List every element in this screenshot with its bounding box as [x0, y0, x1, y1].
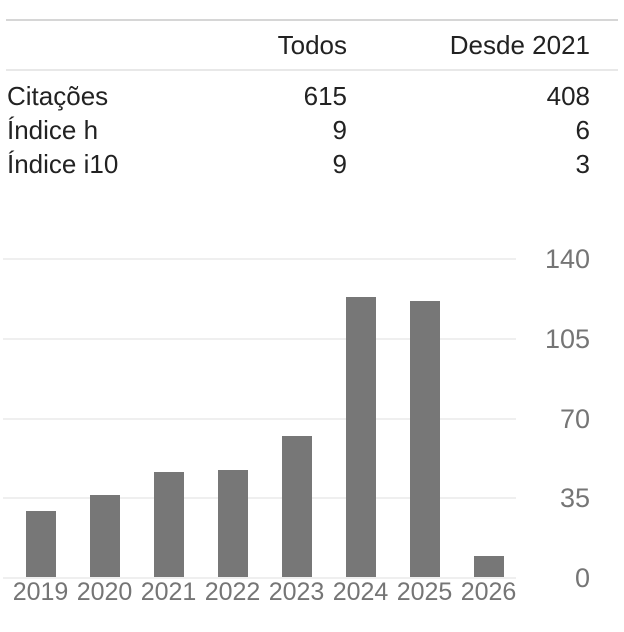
citation-bar-2020[interactable] [89, 495, 120, 577]
stat-value-h-index-all: 9 [332, 115, 347, 145]
stat-label-citations: Citações [7, 81, 109, 111]
table-row-h-index: Índice h 9 6 [6, 113, 618, 147]
citation-bar-2023[interactable] [281, 436, 312, 577]
table-row-citations: Citações 615 408 [6, 79, 618, 113]
table-row-i10-index: Índice i10 9 3 [6, 147, 618, 181]
gridline-70 [3, 417, 516, 420]
gridline-105 [3, 337, 516, 340]
x-tick-label-2026: 2026 [460, 578, 517, 606]
x-tick-label-2024: 2024 [332, 578, 389, 606]
y-tick-label-35: 35 [559, 483, 590, 514]
stat-label-h-index: Índice h [7, 115, 99, 145]
y-tick-label-140: 140 [544, 244, 590, 274]
gridline-0 [3, 577, 516, 579]
x-tick-label-2025: 2025 [396, 578, 453, 606]
stats-table-header-row: Todos Desde 2021 [6, 21, 618, 71]
citation-bar-2019[interactable] [25, 511, 56, 577]
stats-table-body: Citações 615 408 Índice h 9 6 Índice i10… [6, 71, 618, 181]
citation-stats-table: Todos Desde 2021 Citações 615 408 Índice… [6, 19, 618, 181]
x-tick-label-2023: 2023 [268, 578, 325, 606]
stats-header-since-2021: Desde 2021 [449, 30, 590, 60]
citation-bar-2022[interactable] [217, 470, 248, 577]
x-tick-label-2021: 2021 [140, 578, 197, 606]
y-tick-label-70: 70 [559, 403, 590, 434]
gridline-35 [3, 497, 516, 500]
citation-bar-2025[interactable] [409, 301, 440, 577]
x-tick-label-2020: 2020 [76, 578, 133, 606]
stat-value-citations-since: 408 [546, 81, 590, 111]
stat-value-h-index-since: 6 [575, 115, 590, 145]
stat-value-i10-index-all: 9 [332, 149, 347, 179]
y-tick-label-0: 0 [574, 563, 590, 593]
citation-bar-2021[interactable] [153, 472, 184, 577]
stats-header-all: Todos [277, 30, 347, 60]
citations-chart-plot [3, 258, 516, 579]
stat-value-citations-all: 615 [303, 81, 347, 111]
citation-bar-2026[interactable] [473, 556, 504, 577]
x-tick-label-2019: 2019 [12, 578, 69, 606]
y-tick-label-105: 105 [544, 323, 590, 354]
stat-value-i10-index-since: 3 [575, 149, 590, 179]
stat-label-i10-index: Índice i10 [7, 149, 119, 179]
gridline-140 [3, 258, 516, 260]
citation-bar-2024[interactable] [345, 297, 376, 577]
x-tick-label-2022: 2022 [204, 578, 261, 606]
